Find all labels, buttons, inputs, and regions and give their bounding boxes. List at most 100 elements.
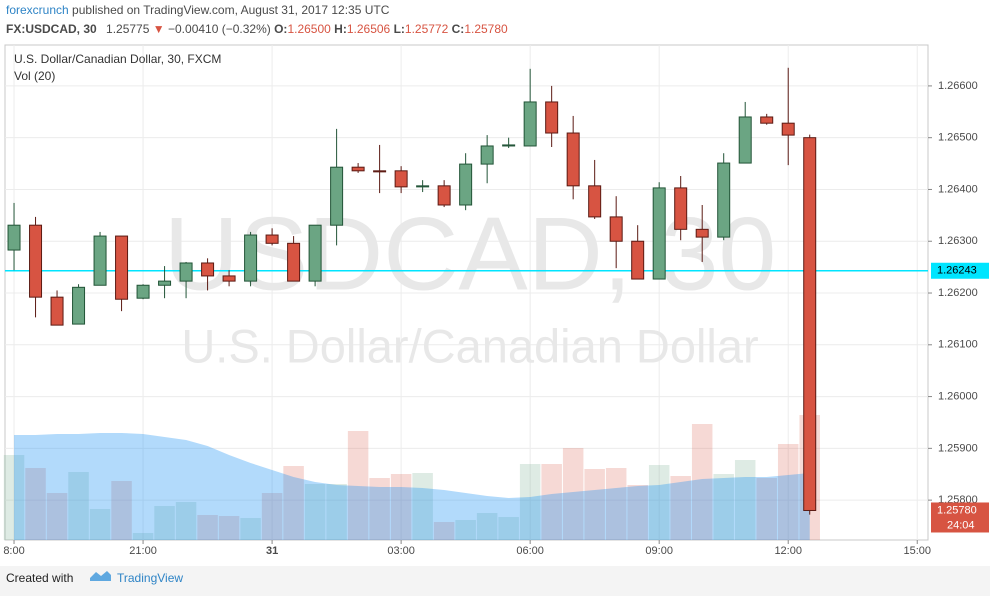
author[interactable]: forexcrunch xyxy=(6,3,69,17)
y-tick-label: 1.26500 xyxy=(938,132,978,144)
x-tick-label: 21:00 xyxy=(129,545,157,557)
x-tick-label: 15:00 xyxy=(903,545,931,557)
candle-body xyxy=(609,216,623,242)
candle-body xyxy=(695,228,709,238)
candle-body xyxy=(222,275,236,282)
candle-body xyxy=(244,234,258,282)
volume-bar xyxy=(756,478,777,540)
volume-bar xyxy=(25,468,46,540)
y-tick-label: 1.26400 xyxy=(938,183,978,195)
volume-bar xyxy=(541,464,562,540)
footer-bar xyxy=(0,566,990,596)
candle-body xyxy=(738,116,752,164)
volume-bar xyxy=(132,533,154,540)
change: −0.00410 (−0.32%) xyxy=(168,22,271,36)
candle-body xyxy=(717,162,731,238)
volume-bar xyxy=(326,484,347,540)
candle-body xyxy=(265,234,279,244)
candle-body xyxy=(351,166,365,172)
volume-bar xyxy=(369,478,390,540)
legend-volume: Vol (20) xyxy=(14,69,55,83)
y-tick-label: 1.26100 xyxy=(938,339,978,351)
volume-bar xyxy=(261,493,283,540)
plot: 1.258001.259001.260001.261001.262001.263… xyxy=(3,44,989,557)
candle-body xyxy=(136,284,150,299)
x-tick-label: 8:00 xyxy=(3,545,24,557)
y-tick-label: 1.26300 xyxy=(938,235,978,247)
x-tick-label: 31 xyxy=(266,545,278,557)
candle-body xyxy=(29,224,43,298)
candle-body xyxy=(545,101,559,134)
candle-body xyxy=(179,262,193,282)
l-val: 1.25772 xyxy=(405,22,449,36)
candle-body xyxy=(502,144,516,147)
plot-frame xyxy=(4,44,929,541)
volume-bar xyxy=(154,506,175,540)
volume-bar xyxy=(347,431,369,540)
published: published on TradingView.com, August 31,… xyxy=(72,3,390,17)
candle-body xyxy=(93,235,107,286)
candle-body xyxy=(674,187,688,230)
volume-bar xyxy=(605,468,627,540)
candle-body xyxy=(523,101,537,147)
candle-body xyxy=(308,224,322,282)
candle-body xyxy=(72,286,86,325)
candle-body xyxy=(459,163,473,206)
price-line-label: 1.26243 xyxy=(937,265,977,277)
legend-title: U.S. Dollar/Canadian Dollar, 30, FXCM xyxy=(14,52,221,66)
candle-body xyxy=(7,224,21,251)
y-tick-label: 1.26000 xyxy=(938,390,978,402)
brand[interactable]: TradingView xyxy=(117,571,183,585)
candle-body xyxy=(781,122,795,136)
volume-bar xyxy=(283,466,304,540)
o-key: O: xyxy=(274,22,287,36)
volume-bar xyxy=(412,473,433,540)
candle-body xyxy=(287,242,301,282)
volume-bar xyxy=(627,485,648,540)
created-with: Created with xyxy=(6,571,73,585)
volume-bar xyxy=(240,518,261,540)
last-price-tag xyxy=(931,502,989,533)
x-tick-label: 09:00 xyxy=(645,545,673,557)
volume-bar xyxy=(519,464,541,540)
volume-bar xyxy=(734,460,756,540)
volume-bar xyxy=(3,455,25,540)
volume-bar xyxy=(433,522,455,540)
candle-body xyxy=(330,166,344,226)
volume-bar xyxy=(584,469,605,540)
symbol: FX:USDCAD, 30 xyxy=(6,22,97,36)
candle-body xyxy=(201,262,215,277)
candle-body xyxy=(652,187,666,280)
volume-bar xyxy=(691,424,713,540)
candle-body xyxy=(803,137,817,511)
candle-body xyxy=(588,185,602,218)
y-tick-label: 1.26600 xyxy=(938,80,978,92)
candle-body xyxy=(50,296,64,326)
volume-bar xyxy=(218,516,240,540)
volume-bar xyxy=(68,472,89,540)
last-price-label: 1.25780 xyxy=(937,504,977,516)
volume-bar xyxy=(476,513,498,540)
o-val: 1.26500 xyxy=(287,22,331,36)
candle-body xyxy=(480,145,494,165)
volume-bar xyxy=(390,474,412,540)
candle-body xyxy=(394,170,408,188)
x-tick-label: 06:00 xyxy=(516,545,544,557)
candle-body xyxy=(158,280,172,286)
candle-body xyxy=(373,170,387,173)
volume-bar xyxy=(648,465,670,540)
volume-bar xyxy=(304,484,326,540)
candle-body xyxy=(416,185,430,188)
volume-bar xyxy=(498,517,519,540)
volume-bar xyxy=(455,520,476,540)
y-tick-label: 1.25900 xyxy=(938,442,978,454)
price-line-tag xyxy=(931,262,989,279)
volume-bar xyxy=(777,444,799,540)
candle-body xyxy=(566,132,580,187)
candle-body xyxy=(760,116,774,124)
volume-ma xyxy=(14,433,810,540)
y-tick-label: 1.26200 xyxy=(938,287,978,299)
volume-bar xyxy=(46,493,68,540)
c-val: 1.25780 xyxy=(464,22,508,36)
